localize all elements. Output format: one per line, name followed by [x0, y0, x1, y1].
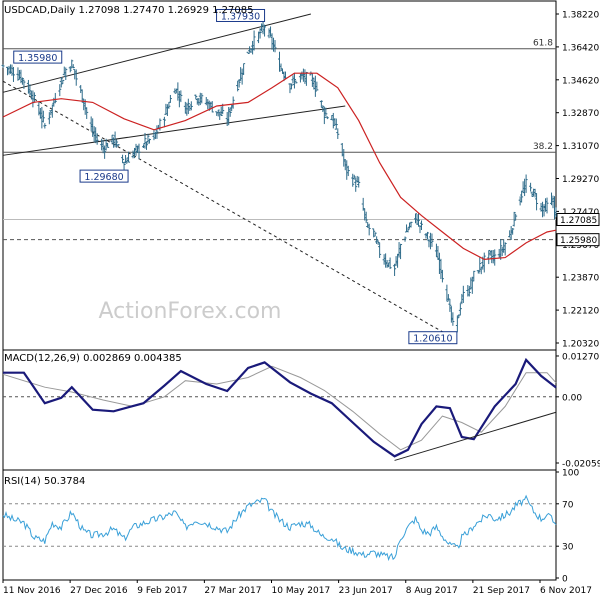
rsi-line — [2, 494, 557, 562]
rsi-axis-tick-label: 0 — [562, 575, 568, 585]
macd-header: MACD(12,26,9) 0.002869 0.004385 — [4, 353, 182, 364]
date-tick-label: 9 Feb 2017 — [137, 586, 187, 596]
date-tick-label: 23 Jun 2017 — [339, 586, 393, 596]
price-axis-tick-label: 1.22120 — [562, 307, 599, 317]
rsi-panel: 100 70 30 0 — [2, 469, 579, 585]
date-tick-label: 27 Dec 2016 — [70, 586, 128, 596]
trend-line — [2, 80, 454, 339]
price-header: USDCAD,Daily 1.27098 1.27470 1.26929 1.2… — [4, 5, 254, 16]
date-tick-label: 8 Aug 2017 — [406, 586, 458, 596]
swing-low-label-box — [79, 169, 129, 183]
low-label-box — [408, 331, 458, 345]
rsi-axis-tick-label: 100 — [562, 469, 579, 479]
price-axis-tick-label: 1.38220 — [562, 11, 599, 21]
macd-axis-tick-label: -0.020599 — [562, 459, 600, 469]
watermark: ActionForex.com — [99, 299, 282, 324]
rsi-axis-tick-label: 30 — [562, 543, 574, 553]
date-tick-label: 11 Nov 2016 — [3, 586, 61, 596]
date-axis: 11 Nov 2016 27 Dec 2016 9 Feb 2017 27 Mar 2… — [2, 580, 592, 596]
fib-label: 38.2 — [533, 142, 553, 152]
high-label: 1.37930 — [221, 11, 260, 22]
price-axis-tick-label: 1.34620 — [562, 76, 599, 86]
swing-high-label: 1.35980 — [18, 53, 57, 64]
high-label-box — [216, 8, 266, 22]
macd-frame — [2, 349, 557, 471]
price-axis-tick-label: 1.31070 — [562, 142, 599, 152]
macd-signal-line — [2, 365, 557, 451]
swing-high-label-box — [13, 50, 63, 64]
support-price-tag: 1.25980 — [560, 236, 597, 246]
low-label: 1.20610 — [413, 334, 452, 345]
price-axis-tick-label: 1.27470 — [562, 208, 599, 218]
date-tick-label: 10 May 2017 — [272, 586, 331, 596]
macd-axis-tick-label: 0.012707 — [562, 352, 600, 362]
last-price-tag: 1.27085 — [560, 216, 597, 226]
last-price-tag-box — [556, 212, 600, 226]
macd-trend-line — [394, 411, 557, 461]
swing-low-label: 1.29680 — [84, 172, 123, 183]
trend-line — [2, 105, 346, 156]
moving-average-line — [2, 72, 557, 261]
price-axis-tick-label: 1.32870 — [562, 109, 599, 119]
date-tick-label: 21 Sep 2017 — [473, 586, 530, 596]
price-axis-tick-label: 1.29270 — [562, 175, 599, 185]
fib-label: 61.8 — [533, 39, 553, 49]
price-axis-tick-label: 1.20320 — [562, 340, 599, 350]
rsi-frame — [2, 469, 557, 581]
date-tick-label: 27 Mar 2017 — [204, 586, 261, 596]
price-panel: 1.38220 1.36420 1.34620 1.32870 1.31070 1.292… — [1, 0, 600, 351]
macd-line — [3, 357, 557, 458]
rsi-header: RSI(14) 50.3784 — [4, 476, 85, 487]
macd-panel: 0.012707 0.00 -0.020599 — [2, 349, 600, 471]
date-tick-label: 6 Nov 2017 — [540, 586, 592, 596]
price-axis-tick-label: 1.36420 — [562, 43, 599, 53]
price-axis-tick-label: 1.23870 — [562, 274, 599, 284]
macd-axis-tick-label: 0.00 — [562, 393, 582, 403]
support-price-tag-box — [556, 233, 600, 247]
trend-line — [2, 13, 312, 93]
rsi-axis-tick-label: 70 — [562, 500, 574, 510]
